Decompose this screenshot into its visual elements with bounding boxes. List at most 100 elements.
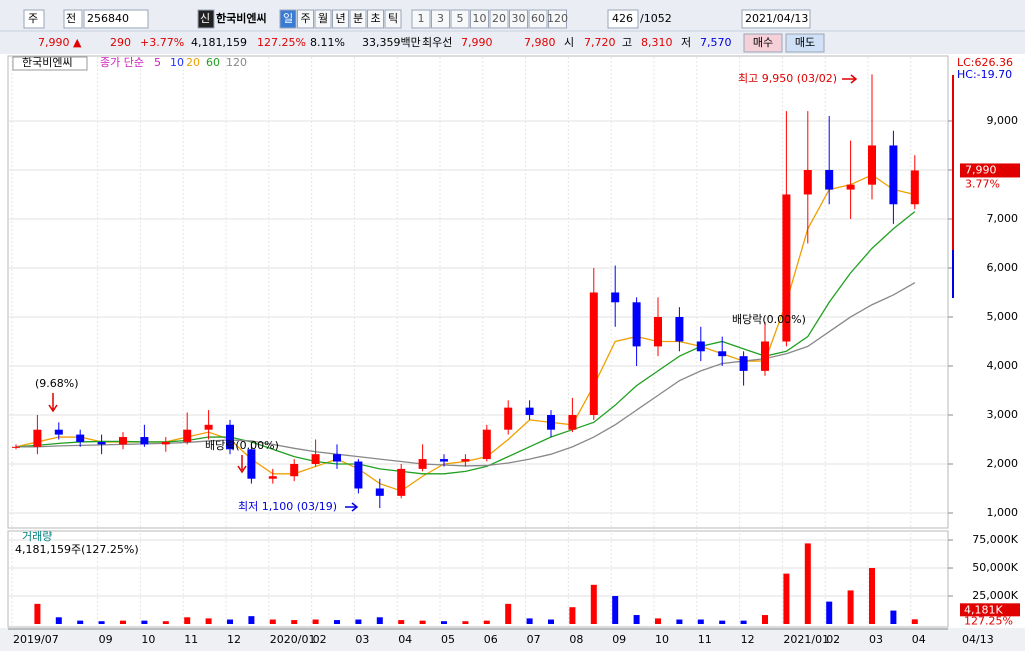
candle-body — [226, 424, 234, 450]
price-panel — [7, 55, 949, 529]
period[interactable]: 월 — [318, 12, 328, 25]
interval-button[interactable] — [470, 9, 489, 29]
volume-bar — [248, 616, 255, 624]
interval[interactable]: 120 — [547, 12, 568, 25]
stock-name: 한국비엔씨 — [216, 11, 267, 25]
scale-info: LC:626.36 — [957, 56, 1013, 69]
volume-bar — [77, 620, 84, 624]
x-tick-label: 2020/01 — [270, 633, 316, 646]
volume-bar — [719, 620, 726, 624]
period[interactable]: 주 — [300, 12, 310, 25]
interval[interactable]: 20 — [492, 12, 506, 25]
volume-bar — [847, 590, 854, 624]
candle-body — [161, 441, 170, 445]
x-tick-label: 12 — [741, 633, 755, 646]
candle-body — [119, 437, 127, 445]
period[interactable]: 초 — [370, 12, 380, 25]
date-input[interactable] — [741, 9, 811, 29]
candle-body — [718, 351, 727, 357]
ma-label: 종가 단순 — [100, 56, 144, 69]
sell-button[interactable] — [785, 33, 825, 53]
y-tick-label: 5,000 — [987, 310, 1019, 323]
candle-body — [54, 429, 63, 435]
ask: 7,990 — [461, 36, 493, 49]
candle-body — [782, 194, 791, 342]
candle-body — [333, 454, 341, 462]
volume-bar — [269, 619, 276, 624]
volume-rate: 127.25% — [257, 36, 306, 49]
interval-button[interactable] — [411, 9, 431, 29]
x-tick-label: 08 — [569, 633, 583, 646]
period[interactable]: 년 — [335, 12, 345, 25]
volume-bar — [312, 619, 319, 624]
buy[interactable]: 매수 — [753, 36, 773, 49]
interval[interactable]: 10 — [473, 12, 487, 25]
rate: +3.77% — [140, 36, 184, 49]
x-tick-label: 05 — [441, 633, 455, 646]
period[interactable]: 틱 — [388, 12, 398, 25]
volume-bar — [783, 573, 790, 624]
high-label: 고 — [622, 36, 632, 49]
period[interactable]: 일 — [283, 11, 293, 25]
interval-button[interactable] — [509, 9, 528, 29]
candle-body — [547, 414, 555, 430]
buy-button[interactable] — [743, 33, 783, 53]
period-button[interactable] — [314, 9, 332, 29]
x-axis-bg — [0, 628, 1025, 651]
x-tick-label: 2021/01 — [783, 633, 829, 646]
period-button[interactable] — [367, 9, 384, 29]
y-tick-label: 4,000 — [987, 359, 1019, 372]
volume-bar — [462, 621, 469, 624]
period-button[interactable] — [384, 9, 402, 29]
best-label: 최우선 — [422, 36, 452, 49]
interval[interactable]: 3 — [437, 12, 444, 25]
legend-item: 10 — [170, 56, 184, 69]
interval-button[interactable] — [548, 9, 567, 29]
arrow — [48, 393, 58, 413]
prev-button[interactable] — [63, 9, 83, 29]
arrow — [237, 455, 247, 474]
annotation: 배당락(0.00%) — [205, 439, 279, 452]
candle-body — [654, 316, 662, 347]
annotation: 최저 1,100 (03/19) — [238, 500, 337, 513]
sell[interactable]: 매도 — [795, 36, 815, 49]
candle-body — [761, 341, 769, 371]
period-button[interactable] — [349, 9, 367, 29]
volume-bar — [890, 610, 897, 624]
volume-bar — [655, 618, 661, 624]
market: 주 — [28, 12, 38, 25]
volume-bar — [98, 621, 105, 624]
interval-button[interactable] — [431, 9, 450, 29]
candle-body — [504, 407, 513, 430]
interval[interactable]: 60 — [531, 12, 545, 25]
volume-bar — [227, 619, 233, 624]
volume-bar — [291, 620, 298, 624]
volume-bar — [55, 617, 62, 624]
interval[interactable]: 5 — [457, 12, 464, 25]
period[interactable]: 분 — [353, 12, 363, 25]
bid: 7,980 — [524, 36, 556, 49]
x-tick-label: 03 — [869, 633, 883, 646]
annotation: 배당락(0.00%) — [732, 313, 806, 326]
count-input[interactable] — [607, 9, 639, 29]
volume-bar — [569, 607, 576, 624]
interval-button[interactable] — [450, 9, 470, 29]
interval[interactable]: 30 — [512, 12, 526, 25]
y-tick-label: 75,000K — [972, 533, 1018, 546]
last-volume: 4,181K — [964, 603, 1003, 616]
code-input[interactable] — [83, 9, 149, 29]
interval-button[interactable] — [528, 9, 548, 29]
market-select[interactable] — [23, 9, 45, 29]
prev-label: 전 — [66, 12, 76, 25]
volume-bar — [505, 603, 512, 624]
volume-bar — [398, 620, 405, 624]
arrow: ▲ — [73, 36, 82, 49]
interval[interactable]: 1 — [418, 12, 425, 25]
period-button[interactable] — [279, 9, 297, 29]
period-button[interactable] — [332, 9, 349, 29]
volume: 4,181,159 — [191, 36, 247, 49]
candle-body — [482, 429, 491, 460]
period-button[interactable] — [297, 9, 314, 29]
interval-button[interactable] — [489, 9, 509, 29]
